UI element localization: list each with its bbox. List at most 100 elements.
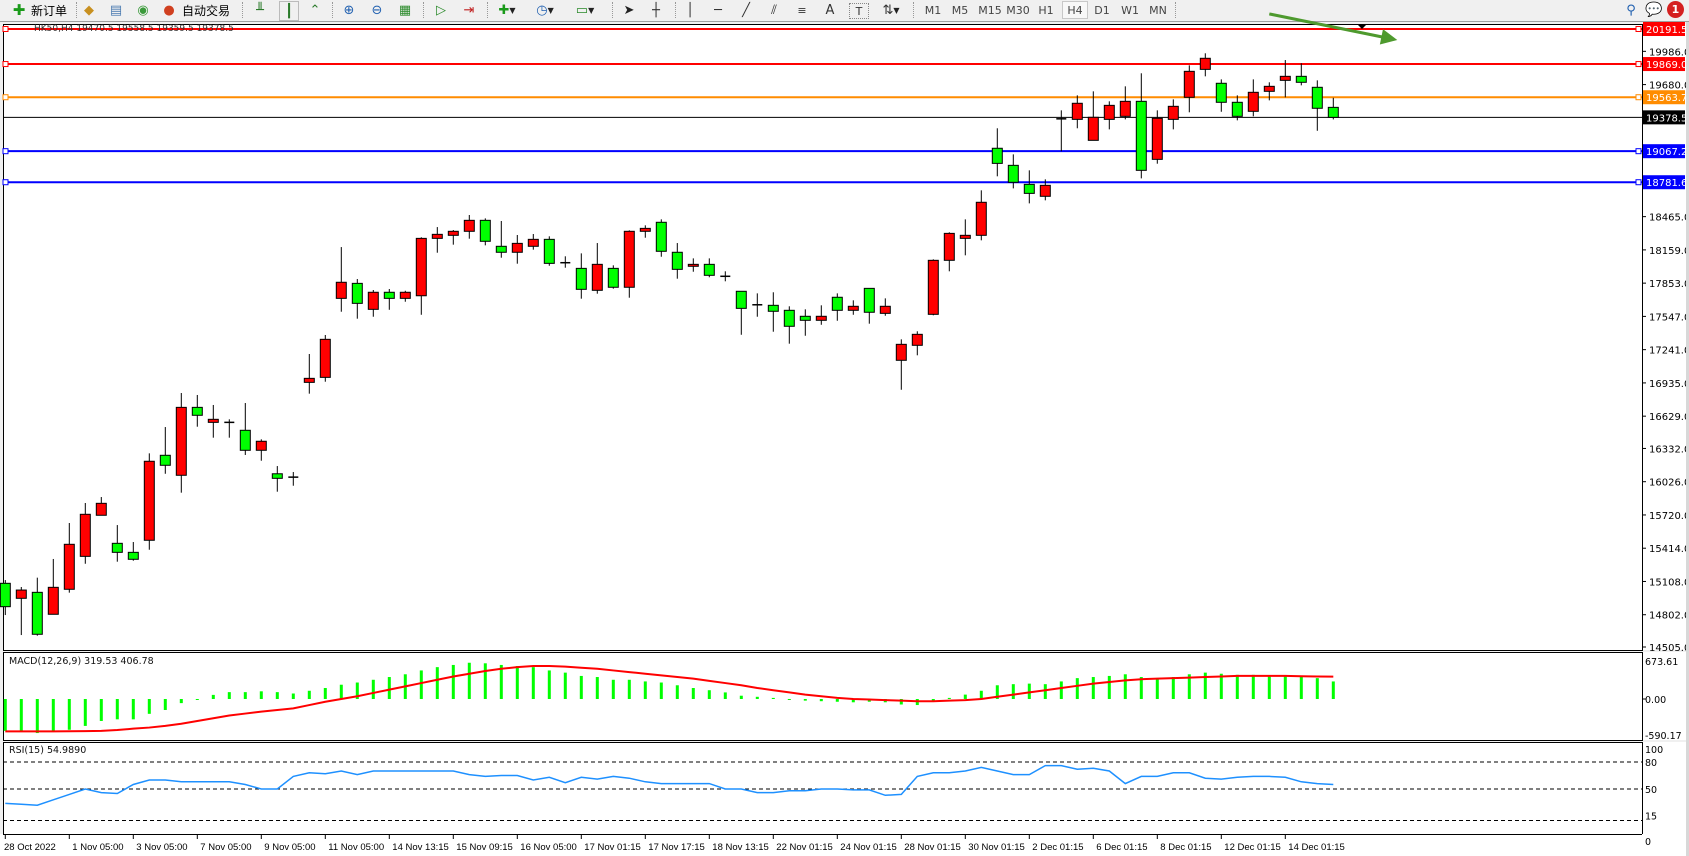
candle-body: [239, 429, 251, 451]
macd-bar: [1299, 675, 1303, 699]
period-m15[interactable]: M15: [978, 3, 1002, 17]
macd-bar: [707, 690, 711, 699]
level-anchor-left: [2, 26, 9, 32]
period-m5[interactable]: M5: [951, 3, 969, 17]
auto-scroll-icon[interactable]: ▷: [436, 2, 446, 18]
vertical-line-icon[interactable]: │: [686, 2, 694, 18]
level-anchor-right: [1635, 179, 1642, 186]
macd-bar: [627, 679, 631, 699]
text-label-icon[interactable]: T: [849, 3, 869, 19]
candle: [1247, 79, 1259, 117]
period-m30[interactable]: M30: [1006, 3, 1030, 17]
macd-bar: [451, 664, 455, 699]
new-order-button[interactable]: 新订单: [30, 3, 67, 18]
candlestick-chart-icon[interactable]: ┃: [279, 1, 299, 21]
period-d1[interactable]: D1: [1094, 3, 1110, 17]
macd-bar: [1107, 675, 1111, 699]
indicators-icon[interactable]: ✚ ▼: [498, 2, 516, 18]
period-mn[interactable]: MN: [1149, 3, 1167, 17]
macd-axis-label: 0.00: [1645, 695, 1666, 706]
trend-arrow: [1269, 12, 1398, 45]
level-anchor-right: [1635, 26, 1642, 32]
level-price-badge: [1643, 110, 1685, 125]
chart-shift-icon[interactable]: ⇥: [463, 2, 475, 18]
date-axis-label: 30 Nov 01:15: [968, 842, 1025, 853]
signals-icon[interactable]: ◉: [137, 2, 149, 18]
fibonacci-icon[interactable]: ≡: [797, 3, 807, 17]
date-axis-label: 2 Dec 01:15: [1032, 842, 1083, 853]
auto-trade-icon[interactable]: ●: [163, 2, 175, 18]
price-axis-label: 19680.0: [1649, 81, 1689, 92]
history-center-icon[interactable]: ▤: [109, 2, 123, 18]
candle: [975, 190, 987, 241]
bar-chart-icon[interactable]: ╨: [256, 2, 264, 18]
candle-body: [1199, 57, 1211, 70]
cursor-icon[interactable]: ➤: [623, 2, 635, 18]
candle-body: [1071, 102, 1083, 120]
new-order-icon[interactable]: ✚: [12, 1, 26, 19]
horizontal-line-icon[interactable]: ─: [714, 2, 722, 18]
macd-bar: [211, 694, 215, 699]
level-anchor-left: [2, 94, 9, 101]
candle-body: [1183, 70, 1195, 98]
date-axis-label: 16 Nov 05:00: [520, 842, 577, 853]
zoom-in-icon[interactable]: ⊕: [343, 2, 355, 18]
macd-histogram: [3, 662, 1335, 734]
candle: [1007, 154, 1019, 189]
candle: [447, 230, 459, 245]
candle: [271, 466, 283, 492]
candle-body: [463, 219, 475, 232]
templates-icon[interactable]: ▭ ▼: [575, 2, 595, 18]
candles: [0, 53, 1339, 636]
arrows-icon[interactable]: ⇅ ▼: [882, 2, 900, 18]
period-m1[interactable]: M1: [924, 3, 942, 17]
period-h1[interactable]: H1: [1038, 3, 1054, 17]
macd-bar: [995, 685, 999, 699]
equidistant-channel-icon[interactable]: ⫽: [771, 2, 777, 18]
macd-bar: [467, 662, 471, 699]
level-anchor-left: [2, 148, 9, 155]
candle-body: [367, 291, 379, 310]
macd-axis-label: -590.17: [1645, 731, 1682, 742]
text-tool-icon[interactable]: A: [825, 2, 835, 18]
macd-bar: [227, 692, 231, 699]
date-axis-label: 28 Nov 01:15: [904, 842, 961, 853]
date-axis-label: 12 Dec 01:15: [1224, 842, 1281, 853]
level-anchor-left: [2, 179, 9, 186]
messages-icon[interactable]: 💬: [1645, 2, 1663, 18]
candle-body: [1039, 184, 1051, 197]
candle: [1183, 65, 1195, 113]
candle-body: [1135, 100, 1147, 171]
macd-bar: [1203, 672, 1207, 699]
candle-body: [319, 338, 331, 378]
period-w1[interactable]: W1: [1121, 3, 1139, 17]
candle-body: [591, 263, 603, 291]
candle: [191, 394, 203, 427]
date-axis-label: 8 Dec 01:15: [1160, 842, 1211, 853]
candle-body: [1231, 101, 1243, 117]
candle-body: [1263, 85, 1275, 92]
zoom-out-icon[interactable]: ⊖: [371, 2, 383, 18]
price-axis: 19986.0 19680.0 18465.0 18159.0 17853.0 17547…: [1642, 47, 1689, 654]
period-h4[interactable]: H4: [1062, 1, 1088, 19]
line-chart-icon[interactable]: ⌃: [309, 2, 321, 18]
macd-bar: [547, 670, 551, 699]
candle: [319, 334, 331, 382]
macd-bar: [435, 667, 439, 699]
macd-bar: [291, 693, 295, 699]
candle: [1263, 82, 1275, 101]
macd-bar: [803, 699, 807, 701]
level-price-badge: [1643, 144, 1685, 159]
gold-icon[interactable]: ◆: [84, 2, 94, 18]
search-icon[interactable]: ⚲: [1626, 2, 1636, 18]
trendline-icon[interactable]: ╱: [742, 2, 750, 18]
candle: [15, 587, 27, 636]
candle: [127, 542, 139, 561]
date-axis-label: 11 Nov 05:00: [328, 842, 384, 853]
crosshair-icon[interactable]: ┼: [652, 2, 660, 18]
periods-clock-icon[interactable]: ◷ ▼: [536, 2, 554, 18]
date-axis-label: 24 Nov 01:15: [840, 842, 897, 853]
tile-windows-icon[interactable]: ▦: [398, 2, 412, 18]
auto-trade-button[interactable]: 自动交易: [181, 3, 230, 18]
